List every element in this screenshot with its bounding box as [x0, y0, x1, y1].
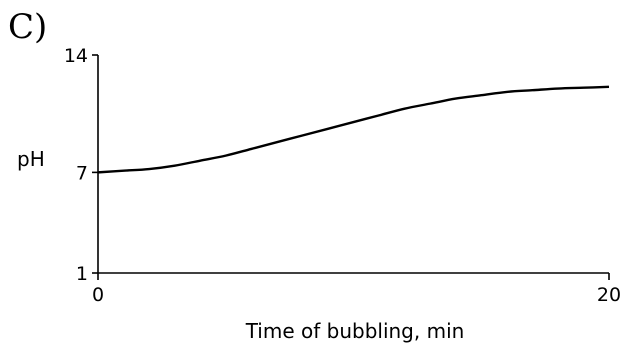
x-tick-label: 20 [597, 284, 621, 306]
x-axis-label: Time of bubbling, min [245, 319, 465, 343]
x-tick-label: 0 [92, 284, 104, 306]
y-tick-label: 1 [76, 263, 88, 285]
y-axis-label: pH [17, 147, 45, 171]
series-line [97, 85, 610, 174]
axes [92, 54, 610, 280]
panel-label: C) [8, 7, 47, 47]
y-tick-label: 14 [64, 45, 88, 67]
tick-labels: 1 7 14 0 20 [64, 45, 621, 306]
y-tick-label: 7 [76, 162, 88, 184]
